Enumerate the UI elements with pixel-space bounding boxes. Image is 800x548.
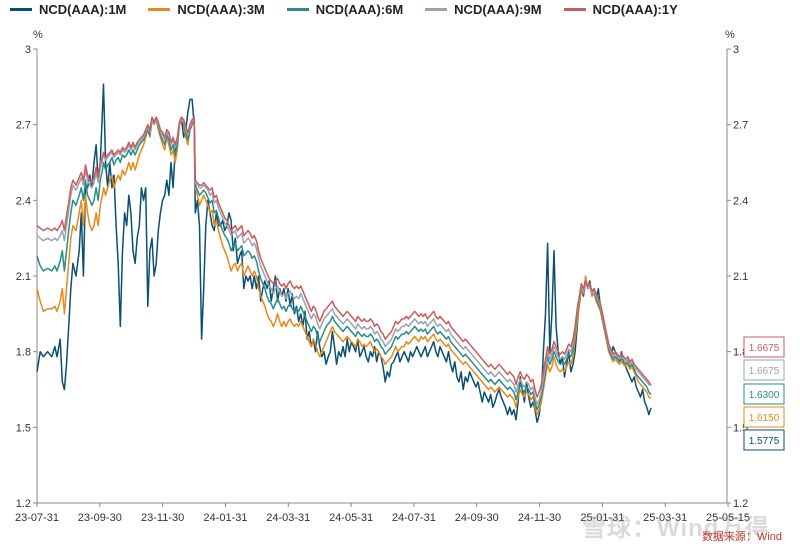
y-tick-label-left: 2.4	[16, 195, 31, 207]
legend-label-6m: NCD(AAA):6M	[315, 2, 404, 17]
y-tick-label-left: 3	[25, 44, 31, 56]
legend-label-3m: NCD(AAA):3M	[177, 2, 265, 17]
end-value-label: 1.6675	[749, 343, 780, 354]
end-value-box	[743, 406, 785, 428]
legend-item-1m[interactable]: NCD(AAA):1M	[10, 2, 126, 17]
x-tick-label: 23-11-30	[141, 512, 184, 524]
series-line-ncd-aaa-3m	[36, 118, 652, 416]
legend-item-3m[interactable]: NCD(AAA):3M	[148, 2, 265, 17]
legend-label-1m: NCD(AAA):1M	[39, 2, 127, 17]
legend-label-9m: NCD(AAA):9M	[454, 2, 542, 17]
x-tick-label: 24-07-31	[392, 512, 436, 524]
y-unit-right: %	[725, 29, 735, 41]
series-line-ncd-aaa-9m	[36, 118, 652, 406]
legend-item-9m[interactable]: NCD(AAA):9M	[425, 2, 542, 17]
y-unit-left: %	[33, 29, 43, 41]
watermark: 雪球：Wind万得	[582, 515, 770, 542]
x-tick-label: 24-01-31	[203, 512, 247, 524]
end-value-label: 1.5775	[749, 436, 780, 447]
series-line-ncd-aaa-1y	[36, 116, 652, 398]
y-tick-label-left: 1.8	[16, 347, 31, 359]
legend-swatch-1y	[563, 8, 586, 11]
data-source: 数据来源：Wind	[701, 531, 782, 543]
series-line-ncd-aaa-6m	[36, 118, 652, 411]
x-tick-label: 25-03-31	[643, 512, 687, 524]
y-tick-label-right: 3	[733, 44, 739, 56]
x-tick-label: 24-03-31	[266, 512, 310, 524]
y-tick-label-right: 2.4	[733, 195, 748, 207]
x-tick-label: 23-09-30	[78, 512, 122, 524]
legend-swatch-6m	[286, 8, 309, 11]
legend-swatch-3m	[148, 8, 171, 11]
end-value-box	[743, 383, 785, 405]
y-tick-label-left: 1.5	[16, 422, 31, 434]
x-tick-label: 24-09-30	[455, 512, 499, 524]
legend-item-1y[interactable]: NCD(AAA):1Y	[563, 2, 678, 17]
x-tick-label: 25-05-15	[706, 512, 750, 524]
end-value-box	[743, 429, 785, 451]
x-tick-label: 23-07-31	[15, 512, 59, 524]
x-tick-label: 24-11-30	[518, 512, 561, 524]
y-tick-label-right: 2.1	[733, 271, 748, 283]
y-tick-label-left: 2.1	[16, 271, 31, 283]
end-value-label: 1.6300	[749, 390, 780, 401]
x-tick-label: 24-05-31	[329, 512, 373, 524]
end-value-label: 1.6675	[749, 366, 780, 377]
chart-legend: NCD(AAA):1M NCD(AAA):3M NCD(AAA):6M NCD(…	[10, 2, 678, 17]
y-tick-label-left: 2.7	[16, 120, 31, 132]
end-value-box	[743, 359, 785, 381]
x-tick-label: 25-01-31	[580, 512, 624, 524]
end-value-box	[743, 336, 785, 358]
y-tick-label-left: 1.2	[16, 498, 31, 510]
y-tick-label-right: 1.2	[733, 498, 748, 510]
legend-item-6m[interactable]: NCD(AAA):6M	[286, 2, 404, 17]
legend-label-1y: NCD(AAA):1Y	[592, 2, 678, 17]
legend-swatch-1m	[10, 8, 32, 11]
series-line-ncd-aaa-1m	[36, 83, 652, 424]
end-value-label: 1.6150	[749, 413, 780, 424]
legend-swatch-9m	[425, 8, 448, 11]
y-tick-label-right: 2.7	[733, 120, 748, 132]
